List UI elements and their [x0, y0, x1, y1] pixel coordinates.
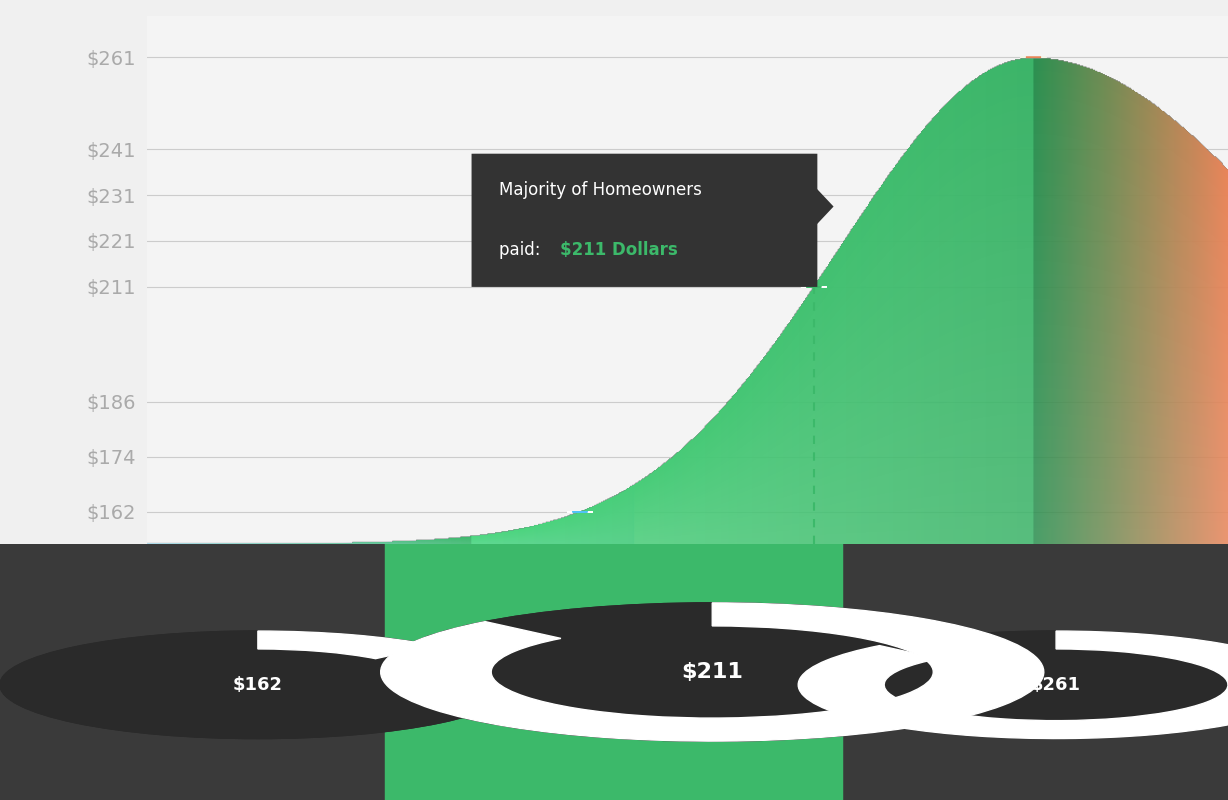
Text: paid:: paid: [499, 241, 545, 259]
FancyBboxPatch shape [0, 544, 1228, 800]
Circle shape [798, 631, 1228, 738]
Circle shape [0, 631, 516, 738]
FancyBboxPatch shape [819, 544, 1228, 800]
Wedge shape [381, 603, 1044, 741]
FancyBboxPatch shape [472, 154, 818, 287]
Wedge shape [798, 631, 1228, 738]
Text: Max Cost: Max Cost [888, 682, 1003, 702]
FancyBboxPatch shape [0, 544, 409, 800]
Text: $162: $162 [233, 676, 282, 694]
Text: Avg Cost: Avg Cost [472, 653, 609, 681]
Text: Min Cost: Min Cost [69, 682, 177, 702]
Text: $211: $211 [682, 662, 743, 682]
Wedge shape [258, 631, 435, 658]
Circle shape [381, 603, 1044, 741]
Wedge shape [798, 631, 1228, 738]
Text: $211 Dollars: $211 Dollars [560, 241, 678, 259]
Polygon shape [812, 183, 834, 230]
Wedge shape [381, 603, 1044, 741]
Text: Majority of Homeowners: Majority of Homeowners [499, 182, 701, 199]
FancyBboxPatch shape [384, 488, 844, 800]
Text: $261: $261 [1032, 676, 1081, 694]
Wedge shape [0, 631, 516, 738]
